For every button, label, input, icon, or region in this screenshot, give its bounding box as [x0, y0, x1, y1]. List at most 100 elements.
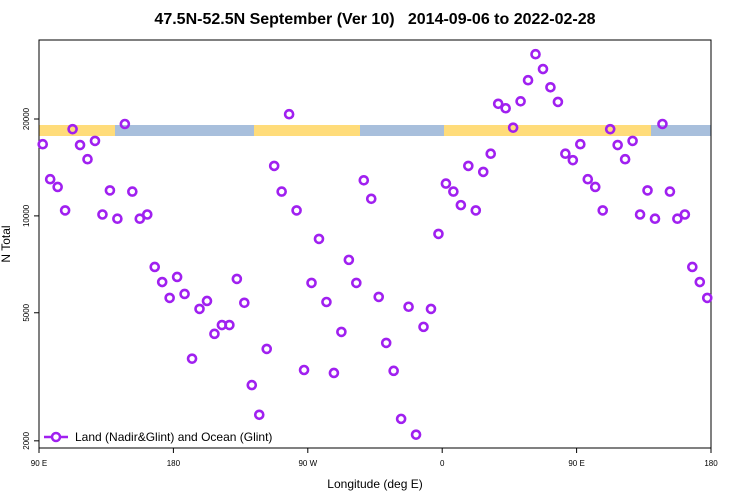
point [67, 123, 78, 135]
point [485, 148, 497, 160]
point [44, 173, 56, 185]
point [597, 205, 609, 216]
point [358, 174, 370, 186]
point [82, 153, 93, 165]
point [186, 353, 198, 364]
point [276, 186, 287, 197]
point [104, 185, 116, 196]
point [179, 288, 190, 300]
point [201, 295, 213, 307]
point [642, 185, 653, 196]
point [141, 209, 153, 220]
point [283, 108, 295, 120]
point [268, 160, 280, 172]
point [470, 205, 482, 216]
point [604, 123, 616, 135]
point [507, 122, 519, 133]
point [74, 139, 86, 151]
point [418, 321, 429, 333]
point [52, 181, 63, 193]
point [455, 199, 467, 211]
point [321, 296, 332, 308]
x-tick-label: 90 E [31, 459, 47, 468]
point [552, 96, 564, 108]
point [560, 148, 571, 160]
point [664, 186, 676, 197]
point [410, 429, 422, 440]
point [328, 367, 340, 379]
point [224, 319, 235, 331]
point [425, 303, 437, 315]
point [365, 193, 377, 205]
point [97, 209, 108, 220]
chart-title: 47.5N-52.5N September (Ver 10) 2014-09-0… [154, 11, 595, 28]
point [291, 205, 302, 216]
point [231, 273, 243, 285]
point [612, 139, 623, 151]
x-tick-label: 90 E [568, 459, 584, 468]
point [380, 337, 392, 349]
y-tick-label: 5000 [22, 303, 31, 321]
point [701, 292, 713, 304]
point [448, 186, 459, 197]
point [89, 135, 101, 147]
point [679, 209, 691, 220]
x-tick-label: 180 [167, 459, 181, 468]
point [433, 228, 444, 240]
point [567, 154, 579, 166]
legend-label: Land (Nadir&Glint) and Ocean (Glint) [75, 430, 272, 444]
point [209, 328, 220, 340]
y-tick-label: 10000 [22, 204, 31, 227]
point [477, 166, 489, 178]
point [589, 181, 601, 193]
point [119, 118, 131, 130]
point [156, 276, 168, 288]
point [575, 138, 586, 150]
x-tick-label: 180 [704, 459, 718, 468]
point [343, 254, 355, 266]
point [403, 301, 414, 313]
point [351, 277, 362, 289]
point [253, 409, 265, 421]
y-axis-label: N Total [0, 225, 13, 262]
point [687, 261, 698, 273]
legend: Land (Nadir&Glint) and Ocean (Glint) [44, 430, 272, 444]
point [537, 63, 549, 75]
y-tick-label: 20000 [22, 107, 31, 130]
point [261, 343, 273, 355]
point [149, 261, 161, 273]
point [134, 213, 146, 225]
point [112, 213, 123, 225]
point [246, 379, 258, 391]
point [619, 153, 631, 165]
point [336, 326, 347, 338]
point [171, 271, 183, 283]
x-tick-label: 0 [440, 459, 445, 468]
point [582, 173, 594, 185]
point [298, 364, 310, 376]
point [515, 96, 526, 107]
point [634, 209, 646, 220]
point [59, 205, 71, 216]
point [306, 277, 317, 289]
point [694, 276, 706, 288]
point [388, 365, 399, 377]
point [492, 98, 504, 110]
point [522, 74, 534, 86]
point [373, 291, 385, 303]
point [395, 413, 407, 425]
point [672, 213, 683, 225]
point [500, 102, 511, 114]
point [440, 178, 452, 189]
point [627, 135, 638, 147]
legend-marker [50, 431, 62, 443]
point [239, 297, 250, 309]
point [313, 233, 325, 245]
y-tick-label: 2000 [22, 431, 31, 449]
point [463, 160, 474, 172]
x-axis-label: Longitude (deg E) [327, 477, 422, 491]
x-tick-label: 90 W [298, 459, 317, 468]
point [194, 303, 205, 315]
plot-frame [38, 39, 712, 449]
